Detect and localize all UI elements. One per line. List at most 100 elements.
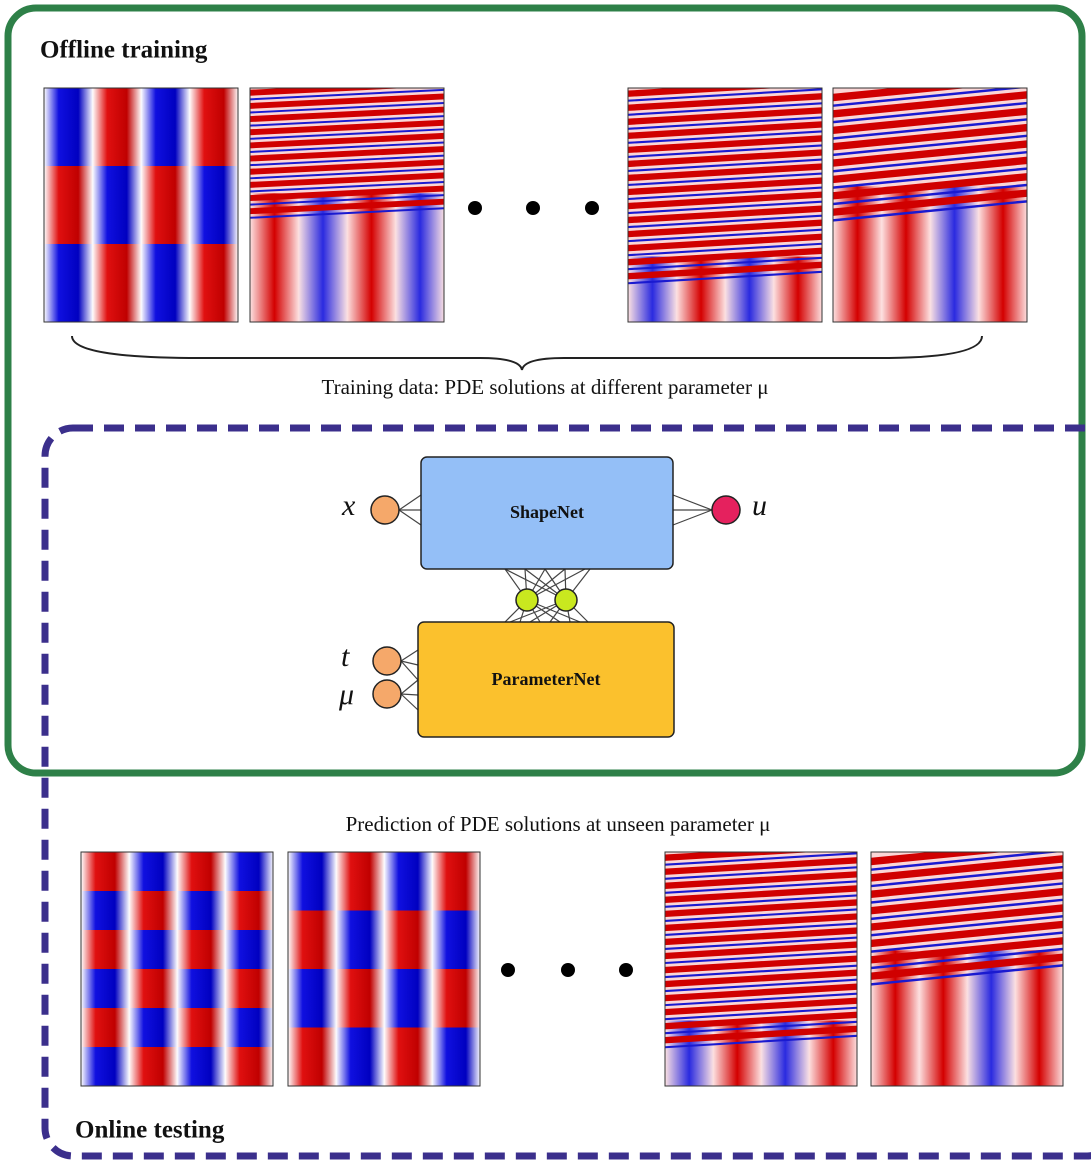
wave-red (871, 937, 1063, 964)
wave-blue (628, 214, 822, 229)
wave-red (250, 132, 444, 149)
wave-blue (833, 88, 1027, 107)
wave-red (628, 107, 822, 125)
wave-blue (250, 180, 444, 193)
wave-blue (250, 115, 444, 127)
wave-red (833, 107, 1027, 134)
ellipsis-dot (585, 201, 599, 215)
heatmap-cell (81, 1008, 130, 1048)
heatmap-cell (129, 852, 178, 892)
ellipsis-dot (468, 201, 482, 215)
heatmap-band (676, 256, 726, 322)
heatmap-cell (92, 244, 142, 323)
wave-red (628, 219, 822, 238)
wave-red (628, 93, 822, 111)
wave-red (628, 205, 822, 224)
wave-red (833, 88, 968, 102)
heatmap-cell (141, 166, 190, 245)
parameternet-label: ParameterNet (492, 669, 601, 689)
wave-red (665, 1025, 857, 1044)
heatmap-cell (177, 969, 226, 1009)
heatmap-cell (129, 930, 178, 970)
heatmap-cell (81, 1047, 130, 1087)
brace (71, 335, 983, 371)
wave-red (665, 941, 857, 960)
heatmap-cell (189, 166, 239, 245)
wave-red (665, 927, 857, 946)
wave-blue (833, 118, 1027, 140)
heatmap-cell (177, 1008, 226, 1048)
wave-red (871, 852, 1005, 866)
heatmap-cell (432, 852, 481, 911)
shapenet-box (420, 456, 674, 570)
wave-blue (665, 922, 857, 936)
wave-blue (871, 947, 1063, 970)
shapenet-label: ShapeNet (510, 502, 584, 522)
wave-red (628, 121, 822, 139)
heatmap-cell (129, 1008, 178, 1048)
training-caption: Training data: PDE solutions at differen… (322, 375, 769, 399)
wave-blue (833, 134, 1027, 157)
heatmap-cell (81, 969, 130, 1009)
wave-blue (250, 154, 444, 167)
wave-blue (665, 866, 857, 880)
heatmap (250, 88, 444, 322)
wave-red (871, 953, 1063, 980)
heatmap (871, 852, 1063, 1086)
heatmap-cell (141, 88, 190, 167)
wave-red (250, 172, 444, 188)
heatmap-cell (225, 1047, 274, 1087)
heatmap-band (250, 193, 299, 322)
heatmap-cell (92, 166, 142, 245)
wave-blue (250, 207, 444, 219)
wave-red (628, 191, 822, 210)
wave-red (665, 997, 857, 1016)
latent-node (554, 588, 578, 612)
wave-red (250, 119, 444, 136)
ellipsis-dot (526, 201, 540, 215)
wave-blue (250, 128, 444, 140)
heatmap-cell (432, 1027, 481, 1087)
heatmap-band (347, 193, 396, 322)
input-node (372, 646, 402, 676)
ellipsis-dot (619, 963, 633, 977)
wave-blue (665, 1020, 857, 1035)
heatmap-cell (92, 88, 142, 167)
wave-red (628, 247, 822, 266)
heatmap-cell (44, 166, 93, 245)
heatmap-cell (225, 969, 274, 1009)
wave-blue (628, 270, 822, 285)
heatmap-band (713, 1020, 762, 1086)
solution-panels (43, 87, 1064, 1087)
wave-red (833, 123, 1027, 151)
wave-red (871, 871, 1063, 898)
input-label: t (341, 640, 350, 673)
heatmap-cell (225, 852, 274, 892)
wave-blue (628, 158, 822, 172)
wave-red (250, 88, 408, 96)
training-title: Offline training (40, 37, 208, 64)
wave-blue (628, 144, 822, 158)
wave-blue (628, 88, 822, 102)
wave-blue (628, 200, 822, 215)
heatmap (833, 88, 1027, 322)
heatmap-cell (384, 1027, 433, 1087)
panel-frame (249, 87, 445, 323)
ellipsis-dot (561, 963, 575, 977)
wave-blue (250, 88, 444, 101)
training-box (4, 4, 1086, 777)
wave-blue (833, 101, 1027, 124)
wave-blue (871, 882, 1063, 904)
wave-blue (628, 172, 822, 187)
wave-blue (665, 894, 857, 908)
wave-red (665, 1011, 857, 1030)
heatmap-cell (225, 891, 274, 931)
wave-red (250, 146, 444, 162)
heatmap-cell (288, 910, 337, 970)
latent-node (515, 588, 539, 612)
wave-blue (665, 992, 857, 1007)
heatmap (43, 87, 239, 323)
output-label: u (752, 489, 767, 522)
wave-blue (628, 116, 822, 130)
